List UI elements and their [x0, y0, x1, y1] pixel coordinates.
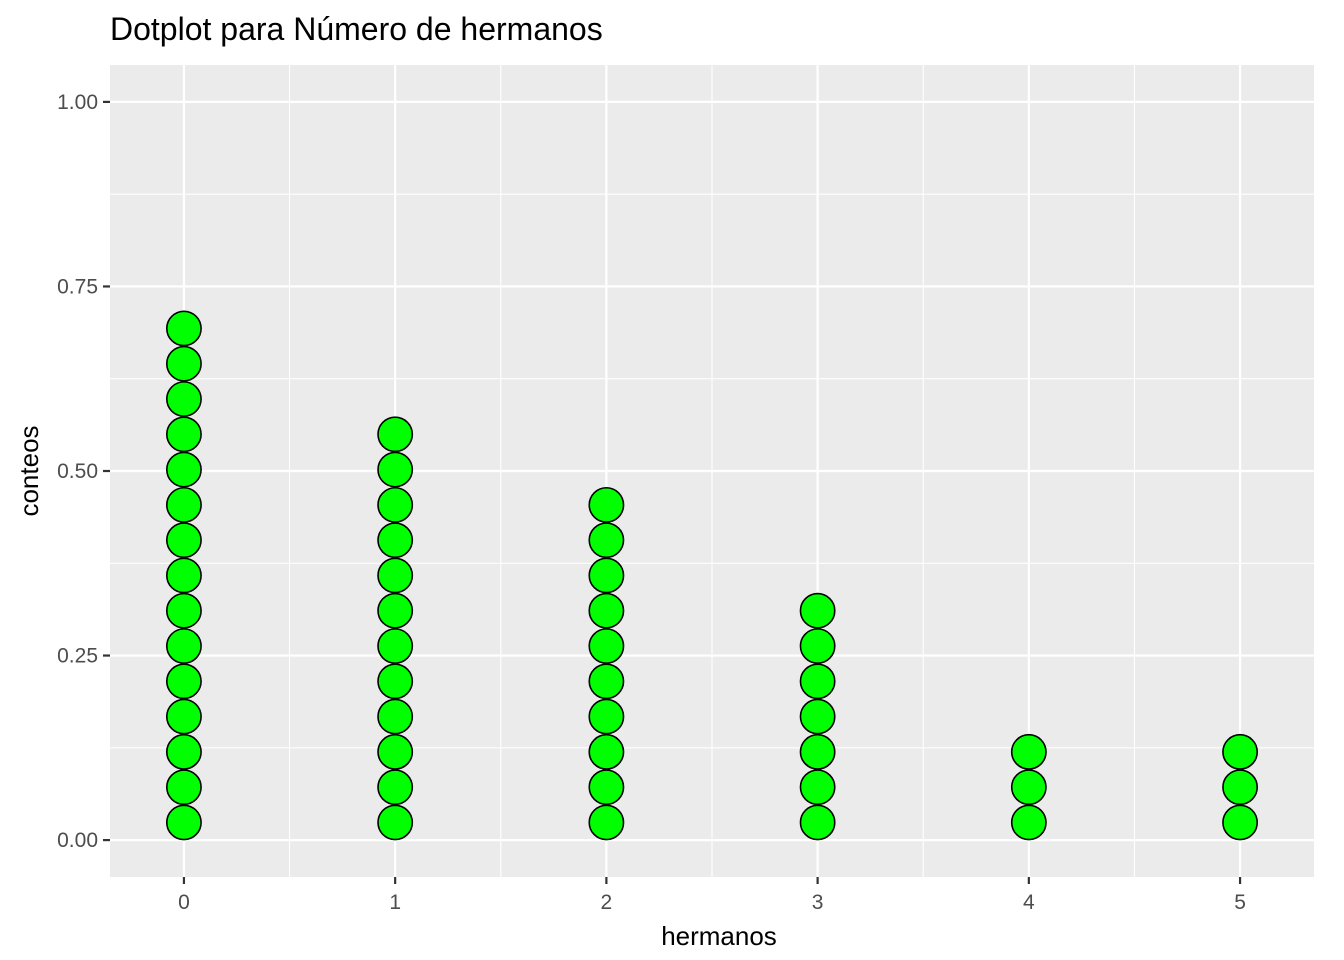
dot: [799, 628, 836, 664]
y-axis: 0.00 0.25 0.50 0.75 1.00: [57, 91, 110, 852]
x-tick-label: 1: [389, 891, 401, 914]
dot: [1010, 733, 1047, 770]
dots-layer: [165, 310, 1259, 841]
dot: [799, 592, 836, 629]
dot: [377, 486, 414, 523]
dot: [588, 557, 625, 594]
dot: [165, 451, 202, 488]
dot: [588, 733, 625, 770]
dot: [1010, 769, 1047, 806]
dot: [377, 769, 414, 806]
dot: [165, 416, 202, 453]
y-tick-label: 1.00: [57, 91, 98, 114]
dot: [165, 557, 202, 594]
x-tick-label: 2: [601, 891, 613, 914]
x-tick-label: 4: [1023, 891, 1035, 914]
dot: [588, 804, 625, 841]
x-tick-label: 5: [1234, 891, 1246, 914]
dot: [165, 769, 202, 806]
dot: [377, 804, 414, 841]
x-tick-label: 3: [812, 891, 824, 914]
dot: [799, 804, 836, 841]
dot: [377, 628, 414, 664]
dot: [165, 486, 202, 523]
dot: [588, 698, 625, 735]
dot: [799, 769, 836, 806]
dot: [377, 416, 414, 453]
dot: [588, 522, 625, 559]
dot: [1222, 733, 1259, 770]
dot: [377, 557, 414, 594]
dot: [165, 628, 202, 664]
dot: [165, 663, 202, 700]
dot: [377, 592, 414, 629]
dot: [1010, 804, 1047, 841]
x-axis: 0 1 2 3 4 5: [178, 877, 1246, 914]
dot: [165, 733, 202, 770]
dot: [588, 769, 625, 806]
dot: [377, 451, 414, 488]
dot: [377, 733, 414, 770]
dot: [165, 310, 202, 347]
x-axis-title: hermanos: [661, 921, 777, 951]
y-axis-title: conteos: [14, 425, 44, 516]
dot: [799, 698, 836, 735]
dot: [588, 628, 625, 664]
y-tick-label: 0.25: [57, 645, 98, 668]
dot: [165, 345, 202, 382]
dot: [377, 698, 414, 735]
dot: [588, 592, 625, 629]
y-tick-label: 0.50: [57, 460, 98, 483]
y-tick-label: 0.75: [57, 275, 98, 298]
dot: [165, 592, 202, 629]
x-tick-label: 0: [178, 891, 190, 914]
dot: [165, 381, 202, 417]
dot: [165, 804, 202, 841]
dot: [1222, 769, 1259, 806]
dot: [377, 522, 414, 559]
chart-title: Dotplot para Número de hermanos: [110, 11, 603, 47]
dot: [377, 663, 414, 700]
dot: [1222, 804, 1259, 841]
y-tick-label: 0.00: [57, 829, 98, 852]
dot: [165, 698, 202, 735]
dot: [799, 663, 836, 700]
dot: [588, 663, 625, 700]
dot: [165, 522, 202, 559]
dot: [588, 486, 625, 523]
dot: [799, 733, 836, 770]
